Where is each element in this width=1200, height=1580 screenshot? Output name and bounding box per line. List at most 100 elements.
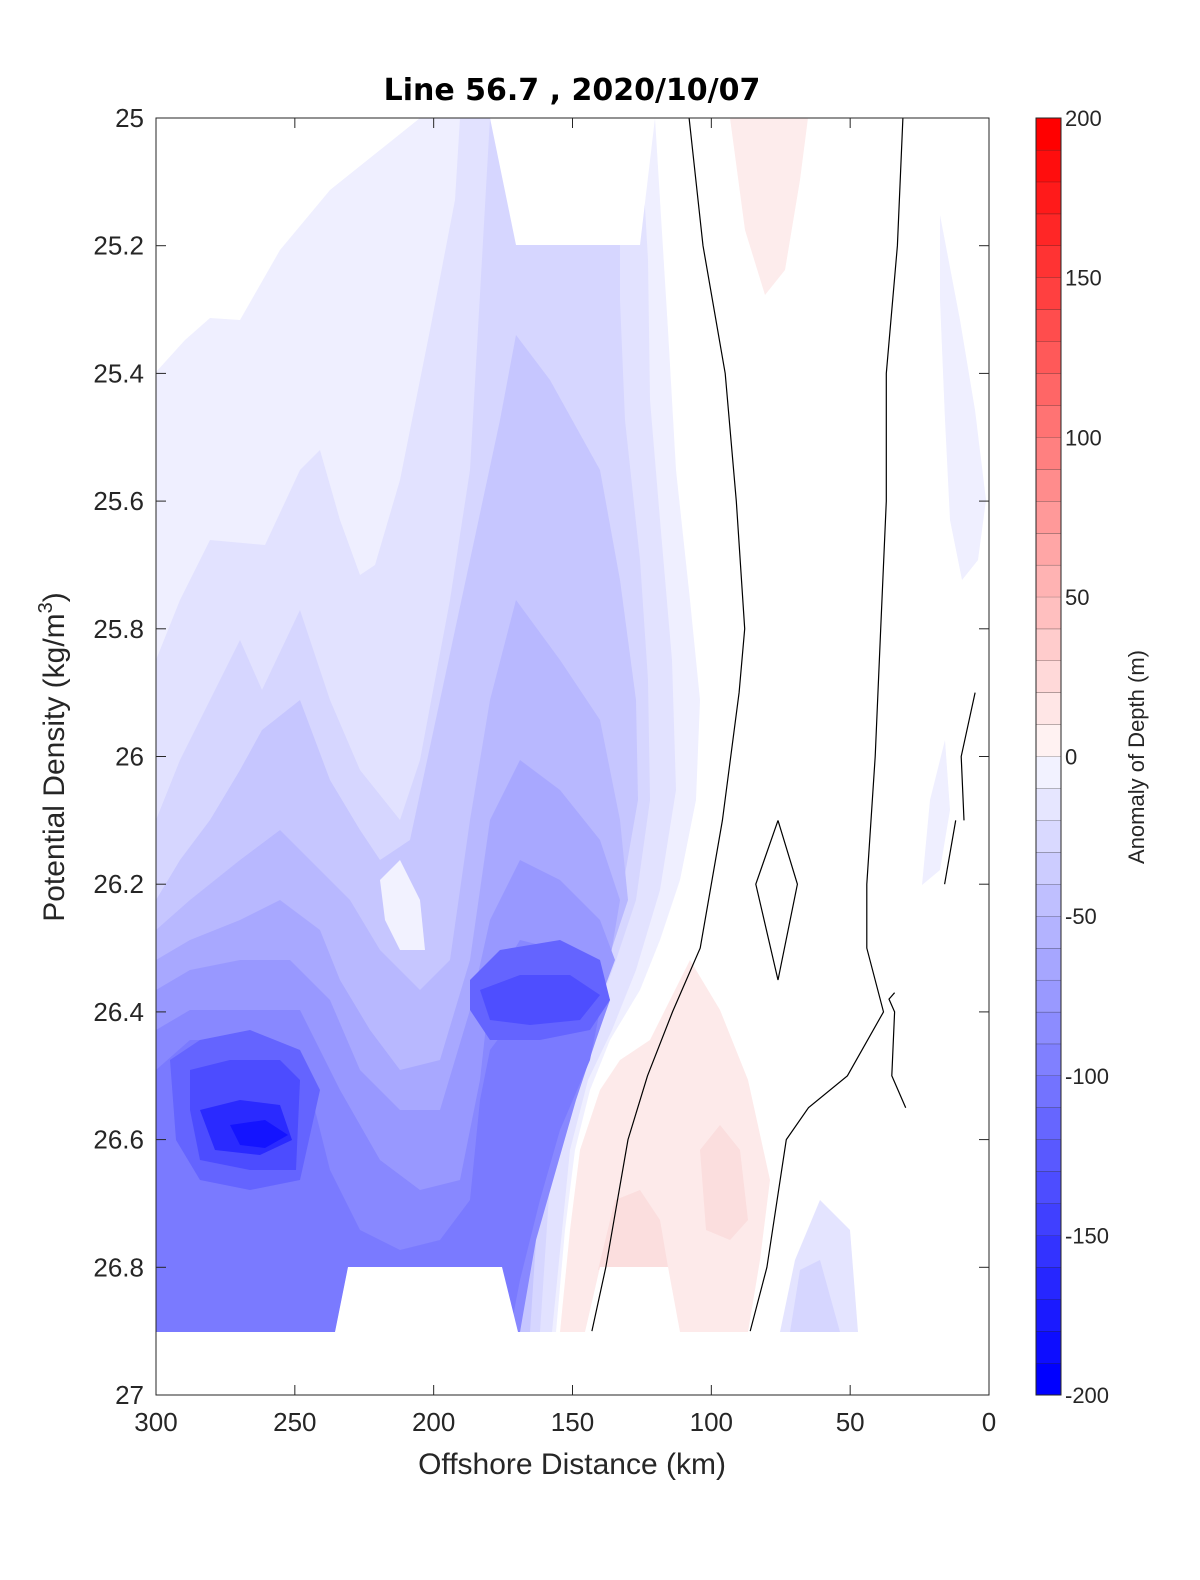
contour-negative-deep-inshore2 <box>790 1260 840 1332</box>
x-tick-label: 50 <box>836 1407 865 1437</box>
no-data-top <box>490 118 655 245</box>
no-data-bottom-1 <box>335 1267 518 1332</box>
y-tick-label: 25.6 <box>93 486 144 516</box>
colorbar-swatch <box>1036 596 1061 629</box>
y-axis-label-close: ) <box>38 592 71 602</box>
y-axis-label-main: Potential Density (kg/m <box>38 613 71 921</box>
x-axis: 300 250 200 150 100 50 0 <box>134 118 996 1437</box>
colorbar-swatch <box>1036 724 1061 757</box>
no-data-bottom-2 <box>585 1267 680 1332</box>
contour-fill <box>156 118 989 1395</box>
y-axis-label: Potential Density (kg/m3) <box>35 592 71 922</box>
y-tick-label: 26.6 <box>93 1125 144 1155</box>
colorbar-swatch <box>1036 245 1061 278</box>
y-tick-label: 26.2 <box>93 869 144 899</box>
contour-negative-inshore2 <box>922 740 950 885</box>
colorbar-tick-label: 150 <box>1065 266 1102 291</box>
colorbar-swatch <box>1036 1235 1061 1268</box>
x-tick-label: 0 <box>982 1407 996 1437</box>
zero-contour-line <box>591 118 746 1332</box>
y-tick-label: 25.2 <box>93 231 144 261</box>
zero-contour-lines <box>591 118 976 1332</box>
colorbar-swatch <box>1036 149 1061 182</box>
colorbar-tick-label: 0 <box>1065 745 1077 770</box>
zero-contour-line <box>749 118 904 1332</box>
chart-title: Line 56.7 , 2020/10/07 <box>384 73 761 108</box>
contour-light-pocket <box>380 860 425 950</box>
colorbar-swatch <box>1036 660 1061 693</box>
colorbar-tick-label: -150 <box>1065 1223 1109 1248</box>
plot-area <box>155 117 990 1396</box>
colorbar-swatch <box>1036 277 1061 310</box>
no-data-deep <box>156 1332 989 1395</box>
x-tick-label: 150 <box>551 1407 594 1437</box>
colorbar-swatch <box>1036 1043 1061 1076</box>
contour-band-minus140b <box>480 975 600 1025</box>
contour-positive-deep3 <box>700 1125 748 1240</box>
colorbar-swatch <box>1036 533 1061 565</box>
colorbar-swatch <box>1036 820 1061 853</box>
colorbar-swatch <box>1036 1107 1061 1140</box>
colorbar-swatch <box>1036 309 1061 342</box>
colorbar-swatch <box>1036 501 1061 534</box>
colorbar-swatch <box>1036 692 1061 725</box>
colorbar-tick-label: -50 <box>1065 904 1097 929</box>
y-tick-label: 25.4 <box>93 358 144 388</box>
x-tick-label: 300 <box>134 1407 177 1437</box>
zero-contour-line <box>755 820 799 981</box>
y-tick-label: 25 <box>115 103 144 133</box>
x-axis-label: Offshore Distance (km) <box>418 1448 726 1481</box>
y-tick-label: 26.8 <box>93 1252 144 1282</box>
colorbar-swatch <box>1036 1299 1061 1332</box>
zero-contour-line <box>888 992 907 1108</box>
colorbar-swatch <box>1036 852 1061 885</box>
x-tick-label: 100 <box>690 1407 733 1437</box>
y-tick-label: 26 <box>115 742 144 772</box>
colorbar-swatch <box>1036 181 1061 214</box>
zero-contour-line <box>960 692 976 821</box>
contour-negative-inshore <box>940 215 986 580</box>
colorbar-swatch <box>1036 564 1061 597</box>
colorbar-tick-label: 50 <box>1065 585 1089 610</box>
colorbar-swatch <box>1036 916 1061 949</box>
colorbar-swatch <box>1036 373 1061 406</box>
colorbar-swatch <box>1036 405 1061 438</box>
colorbar-swatch <box>1036 437 1061 470</box>
y-tick-label: 25.8 <box>93 614 144 644</box>
colorbar-swatch <box>1036 118 1061 150</box>
colorbar: 200 150 100 50 0 -50 -100 -150 -200 <box>1035 106 1109 1408</box>
y-axis: 25 25.2 25.4 25.6 25.8 26 26.2 26.4 26.6 26.8 27 <box>93 103 989 1410</box>
y-tick-label: 27 <box>115 1380 144 1410</box>
colorbar-label: Anomaly of Depth (m) <box>1124 650 1149 864</box>
y-tick-label: 26.4 <box>93 997 144 1027</box>
x-tick-label: 200 <box>412 1407 455 1437</box>
y-axis-label-sup: 3 <box>35 602 57 613</box>
colorbar-swatch <box>1036 213 1061 246</box>
colorbar-tick-label: 100 <box>1065 425 1102 450</box>
colorbar-swatch <box>1036 1203 1061 1236</box>
zero-contour-line <box>944 820 957 885</box>
colorbar-swatch <box>1036 1267 1061 1300</box>
colorbar-swatch <box>1036 1363 1061 1395</box>
contour-band-minus190 <box>230 1120 288 1148</box>
colorbar-swatch <box>1036 1139 1061 1172</box>
colorbar-swatch <box>1036 948 1061 980</box>
colorbar-swatch <box>1036 756 1061 789</box>
colorbar-swatch <box>1036 1331 1061 1364</box>
x-tick-label: 250 <box>273 1407 316 1437</box>
colorbar-swatch <box>1036 341 1061 374</box>
contour-positive-surface <box>730 118 808 295</box>
colorbar-swatch <box>1036 1171 1061 1204</box>
colorbar-tick-label: -200 <box>1065 1383 1109 1408</box>
colorbar-swatch <box>1036 884 1061 917</box>
colorbar-swatch <box>1036 1011 1061 1044</box>
colorbar-swatch <box>1036 979 1061 1012</box>
colorbar-tick-label: -100 <box>1065 1064 1109 1089</box>
colorbar-tick-label: 200 <box>1065 106 1102 131</box>
colorbar-frame <box>1035 117 1062 1396</box>
colorbar-swatch <box>1036 469 1061 502</box>
colorbar-swatch <box>1036 628 1061 661</box>
colorbar-swatch <box>1036 788 1061 821</box>
colorbar-swatch <box>1036 1075 1061 1108</box>
